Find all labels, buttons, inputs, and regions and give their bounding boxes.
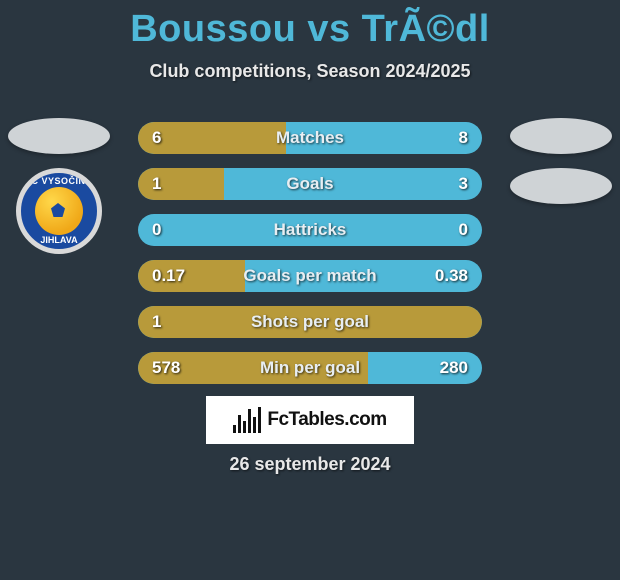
stat-value-left: 0 (152, 220, 161, 240)
stats-container: 6 Matches 8 1 Goals 3 0 Hattricks 0 0.17 Goals per… (138, 122, 482, 384)
stat-value-left: 6 (152, 128, 161, 148)
stat-value-left: 578 (152, 358, 180, 378)
soccer-ball-icon (35, 187, 83, 235)
stat-row: 6 Matches 8 (138, 122, 482, 154)
stat-row: 0.17 Goals per match 0.38 (138, 260, 482, 292)
brand-panel: FcTables.com (206, 396, 414, 444)
badge-arc-bot: JIHLAVA (21, 235, 97, 245)
stat-value-right: 3 (459, 174, 468, 194)
brand-text: FcTables.com (267, 409, 386, 431)
stat-row: 1 Shots per goal (138, 306, 482, 338)
stat-value-left: 0.17 (152, 266, 185, 286)
stat-value-right: 0 (459, 220, 468, 240)
club-badge-vysocina: FC VYSOČINA JIHLAVA (16, 168, 102, 254)
badge-ellipse-placeholder (8, 118, 110, 154)
bar-chart-icon (233, 407, 263, 433)
stat-value-left: 1 (152, 174, 161, 194)
page-subtitle: Club competitions, Season 2024/2025 (0, 61, 620, 82)
page-title: Boussou vs TrÃ©dl (0, 0, 620, 51)
card-date: 26 september 2024 (229, 454, 390, 475)
stat-value-left: 1 (152, 312, 161, 332)
stat-label: Matches (276, 128, 344, 148)
badge-ellipse-placeholder (510, 168, 612, 204)
badge-arc-top: FC VYSOČINA (21, 176, 97, 186)
comparison-card: Boussou vs TrÃ©dl Club competitions, Sea… (0, 0, 620, 580)
stat-label: Min per goal (260, 358, 360, 378)
stat-label: Hattricks (274, 220, 347, 240)
stat-value-right: 280 (440, 358, 468, 378)
right-badges (510, 118, 612, 204)
stat-value-right: 0.38 (435, 266, 468, 286)
stat-label: Goals (286, 174, 333, 194)
stat-label: Shots per goal (251, 312, 369, 332)
left-badges: FC VYSOČINA JIHLAVA (8, 118, 110, 254)
stat-value-right: 8 (459, 128, 468, 148)
stat-label: Goals per match (243, 266, 376, 286)
stat-row: 578 Min per goal 280 (138, 352, 482, 384)
stat-fill (138, 168, 224, 200)
stat-row: 1 Goals 3 (138, 168, 482, 200)
stat-row: 0 Hattricks 0 (138, 214, 482, 246)
badge-ellipse-placeholder (510, 118, 612, 154)
